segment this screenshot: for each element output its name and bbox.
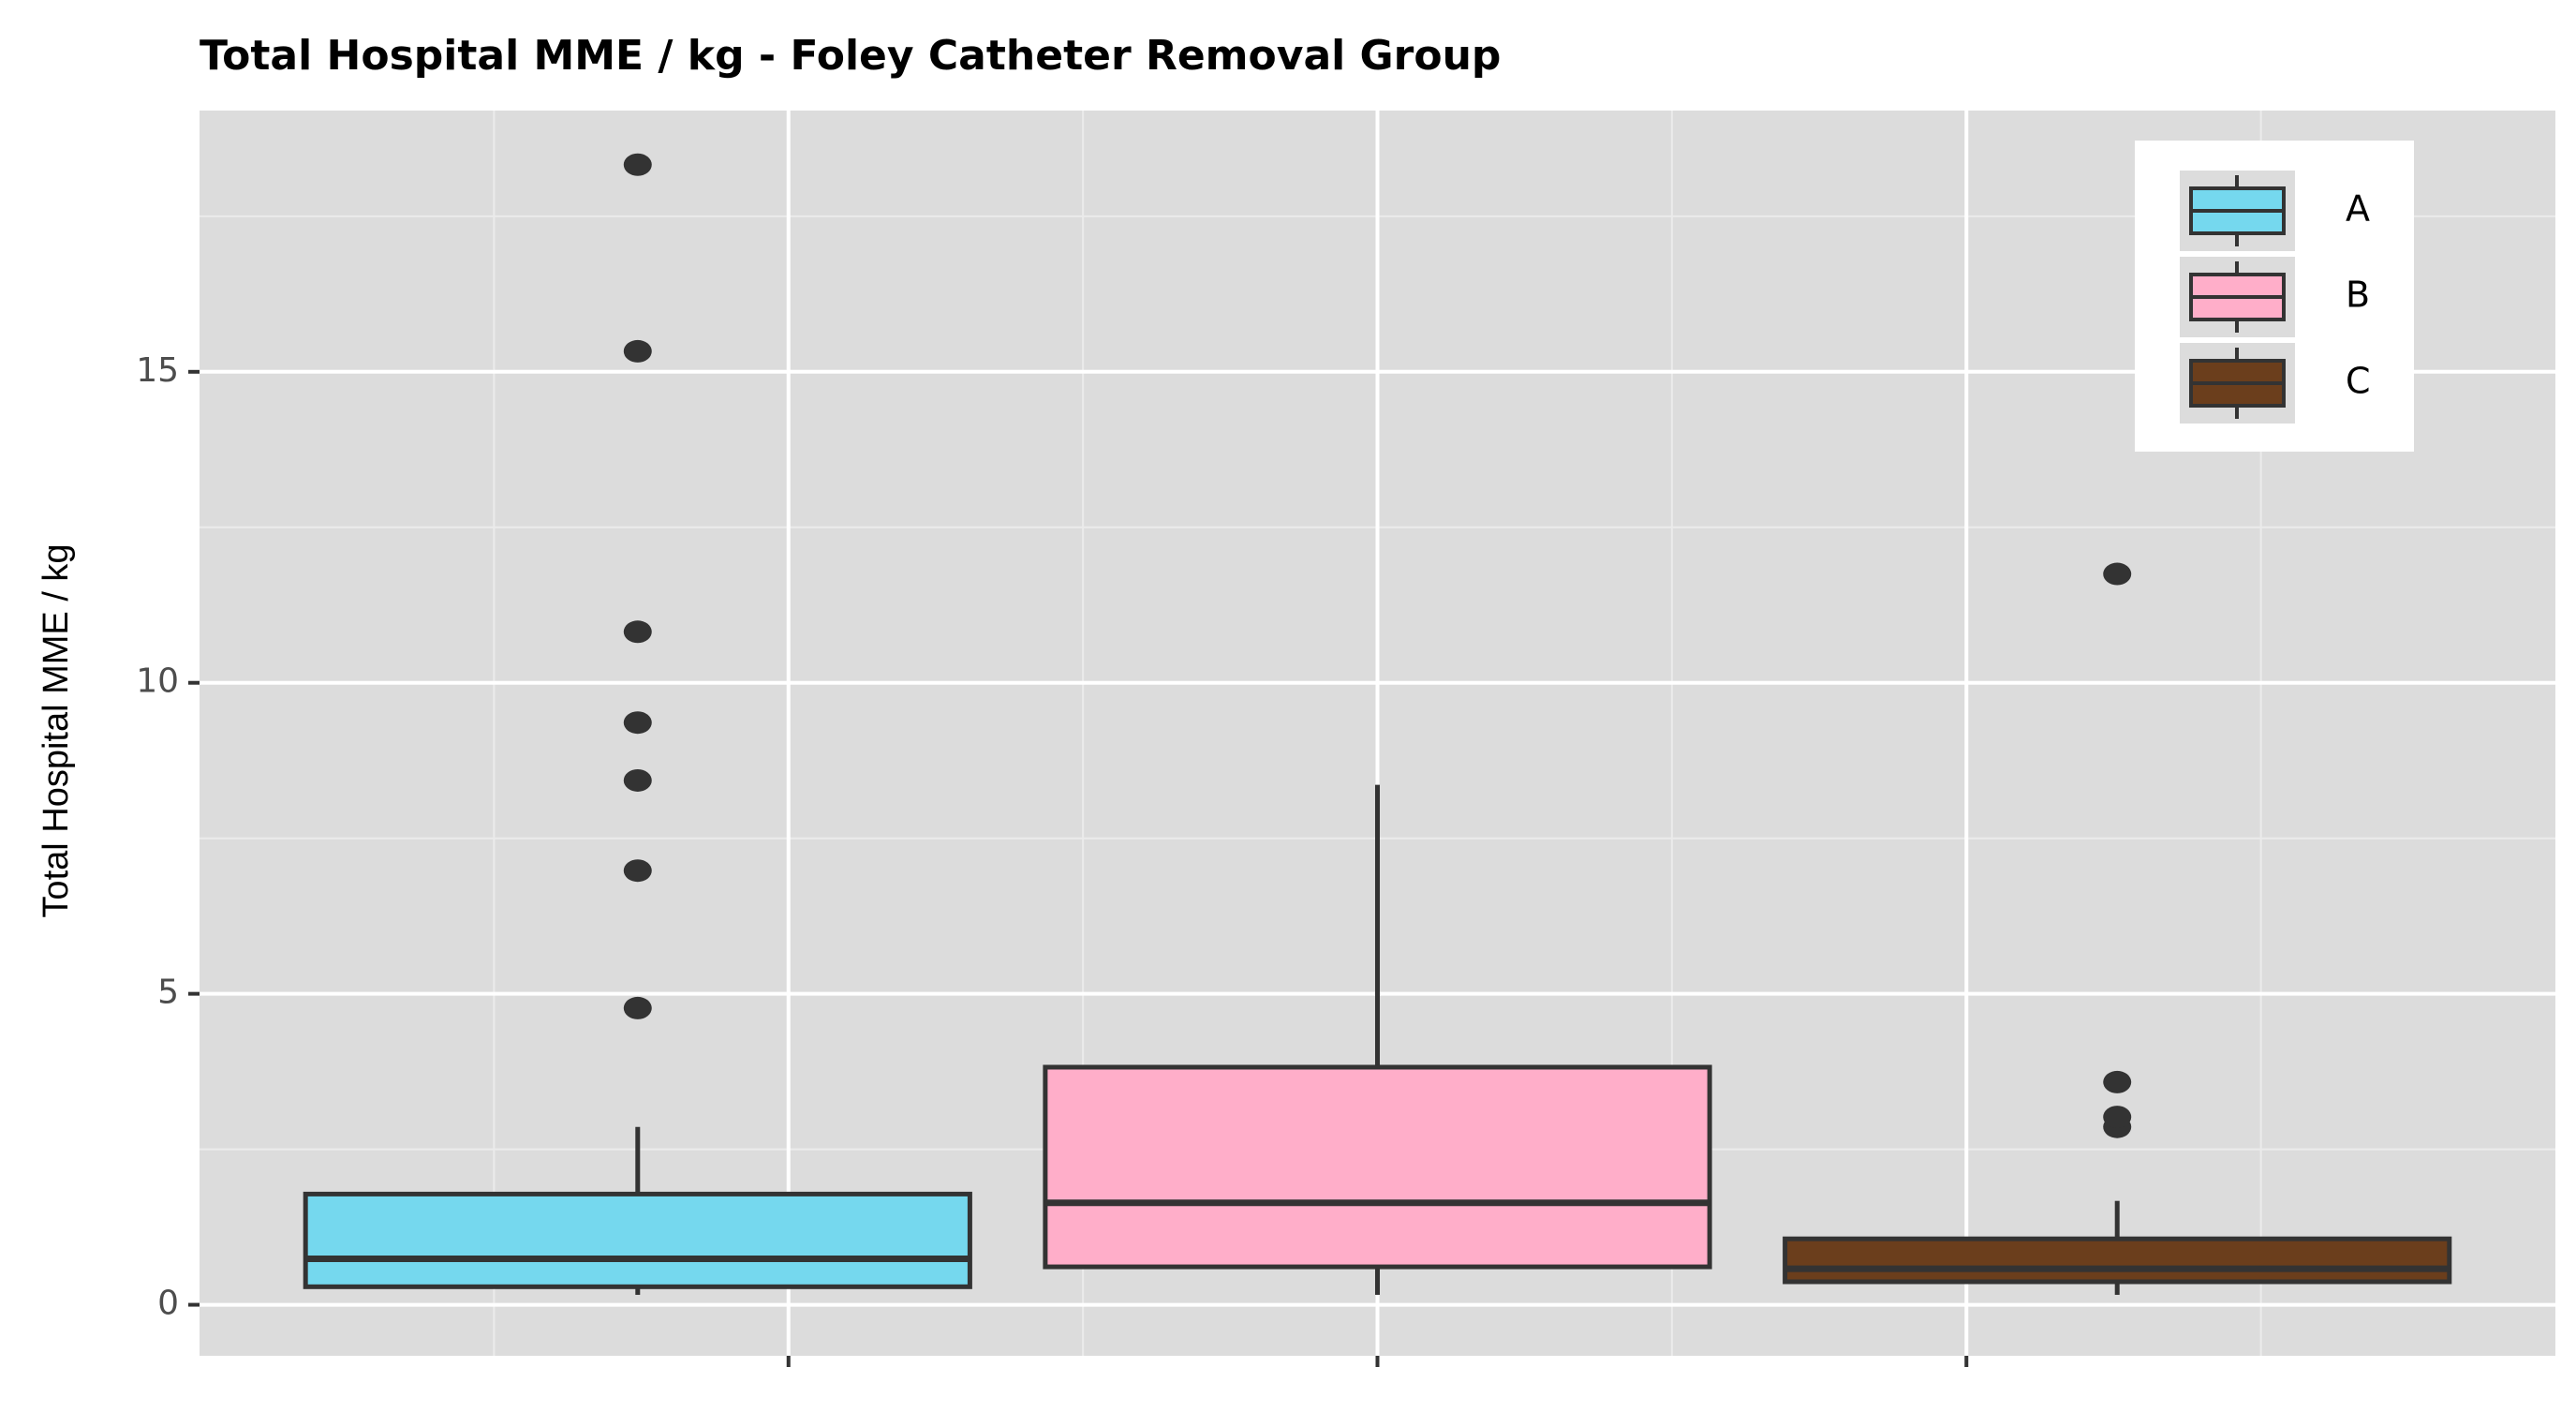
legend-label: A	[2346, 188, 2370, 230]
legend-label: C	[2346, 361, 2371, 402]
outlier	[623, 768, 652, 792]
outlier	[623, 620, 652, 644]
y-tick-label: 0	[157, 1285, 179, 1323]
y-tick-label: 10	[136, 662, 179, 701]
box	[1043, 1064, 1712, 1270]
outlier	[2103, 1070, 2132, 1093]
outlier	[2103, 1106, 2132, 1129]
box	[303, 1191, 972, 1289]
outlier	[623, 711, 652, 735]
y-tick-label: 5	[157, 974, 179, 1012]
chart-title: Total Hospital MME / kg - Foley Catheter…	[200, 32, 1501, 80]
legend-label: B	[2346, 275, 2370, 316]
outlier	[623, 153, 652, 176]
outlier	[2103, 562, 2132, 586]
outlier	[623, 339, 652, 363]
outlier	[623, 996, 652, 1019]
y-axis-label: Total Hospital MME / kg	[37, 543, 76, 917]
y-tick-label: 15	[136, 351, 179, 390]
box	[1783, 1236, 2452, 1285]
outlier	[623, 859, 652, 883]
